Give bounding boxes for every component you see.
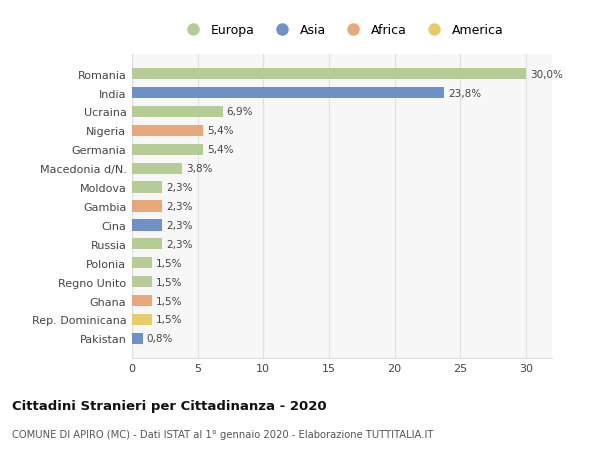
Bar: [132, 163, 182, 174]
Text: Cittadini Stranieri per Cittadinanza - 2020: Cittadini Stranieri per Cittadinanza - 2…: [12, 399, 326, 412]
Bar: [132, 69, 526, 80]
Bar: [132, 88, 445, 99]
Text: 2,3%: 2,3%: [166, 183, 193, 193]
Text: 1,5%: 1,5%: [155, 277, 182, 287]
Text: 23,8%: 23,8%: [448, 89, 481, 98]
Bar: [132, 257, 152, 269]
Bar: [132, 314, 152, 325]
Bar: [132, 125, 203, 137]
Bar: [132, 201, 162, 212]
Bar: [132, 106, 223, 118]
Text: 1,5%: 1,5%: [155, 296, 182, 306]
Bar: [132, 239, 162, 250]
Bar: [132, 295, 152, 307]
Bar: [132, 333, 143, 344]
Bar: [132, 144, 203, 156]
Text: 5,4%: 5,4%: [207, 126, 233, 136]
Text: 0,8%: 0,8%: [146, 334, 173, 344]
Text: 1,5%: 1,5%: [155, 258, 182, 268]
Text: 3,8%: 3,8%: [186, 164, 212, 174]
Text: 2,3%: 2,3%: [166, 239, 193, 249]
Text: 1,5%: 1,5%: [155, 315, 182, 325]
Legend: Europa, Asia, Africa, America: Europa, Asia, Africa, America: [178, 22, 506, 40]
Text: 2,3%: 2,3%: [166, 202, 193, 212]
Text: 2,3%: 2,3%: [166, 220, 193, 230]
Bar: [132, 220, 162, 231]
Bar: [132, 276, 152, 288]
Bar: [132, 182, 162, 193]
Text: 5,4%: 5,4%: [207, 145, 233, 155]
Text: 6,9%: 6,9%: [227, 107, 253, 117]
Text: 30,0%: 30,0%: [530, 69, 563, 79]
Text: COMUNE DI APIRO (MC) - Dati ISTAT al 1° gennaio 2020 - Elaborazione TUTTITALIA.I: COMUNE DI APIRO (MC) - Dati ISTAT al 1° …: [12, 429, 433, 439]
